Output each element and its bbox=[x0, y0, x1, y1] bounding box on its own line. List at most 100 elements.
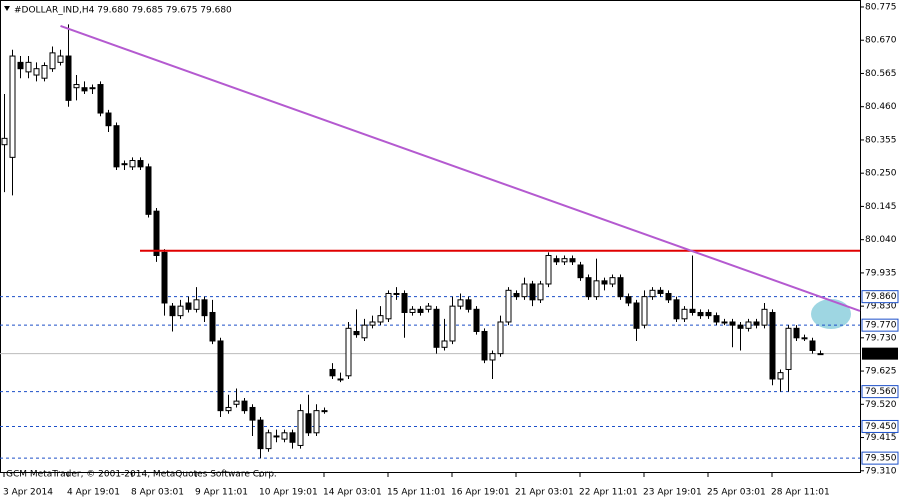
candle-body bbox=[161, 251, 168, 304]
candle-body bbox=[249, 406, 256, 421]
y-tick-label: 80.460 bbox=[865, 102, 897, 112]
candle-body bbox=[689, 308, 696, 313]
candle-body bbox=[225, 406, 232, 412]
candle-body bbox=[537, 283, 544, 301]
candle-body bbox=[145, 166, 152, 215]
candle-body bbox=[545, 254, 552, 285]
level-label: 79.560 bbox=[865, 387, 897, 397]
y-tick-label: 79.310 bbox=[865, 466, 897, 476]
candle-body bbox=[193, 299, 200, 310]
candle-body bbox=[553, 258, 560, 263]
candle-body bbox=[577, 264, 584, 279]
candle-body bbox=[737, 324, 744, 329]
x-tick-label: 3 Apr 2014 bbox=[3, 488, 53, 498]
candle-body bbox=[593, 280, 600, 298]
candle-body bbox=[73, 84, 80, 89]
candle-body bbox=[609, 277, 616, 285]
candle-body bbox=[129, 160, 136, 168]
candle-body bbox=[273, 435, 280, 438]
candle-body bbox=[417, 308, 424, 313]
candle-body bbox=[777, 372, 784, 380]
candle-body bbox=[177, 305, 184, 317]
y-tick-label: 80.250 bbox=[865, 169, 897, 179]
candle-body bbox=[785, 327, 792, 370]
level-box bbox=[861, 290, 899, 304]
candle-body bbox=[425, 305, 432, 310]
candle-body bbox=[201, 299, 208, 317]
candle-body bbox=[329, 368, 336, 377]
candle-body bbox=[265, 432, 272, 450]
candle-body bbox=[409, 308, 416, 313]
candle-body bbox=[705, 311, 712, 317]
candle-body bbox=[137, 160, 144, 168]
candle-body bbox=[745, 321, 752, 329]
y-tick-label: 79.520 bbox=[865, 400, 897, 410]
candle-body bbox=[801, 337, 808, 340]
y-tick-label: 80.775 bbox=[865, 2, 897, 12]
candle-body bbox=[729, 321, 736, 326]
candle-body bbox=[441, 340, 448, 348]
candle-body bbox=[505, 289, 512, 323]
candle-body bbox=[345, 327, 352, 377]
x-tick-label: 10 Apr 19:01 bbox=[259, 488, 318, 498]
candle-body bbox=[481, 330, 488, 361]
candle-body bbox=[113, 125, 120, 168]
candle-body bbox=[697, 311, 704, 317]
candle-body bbox=[665, 292, 672, 301]
candle-body bbox=[105, 112, 112, 127]
x-tick-label: 8 Apr 03:01 bbox=[131, 488, 184, 498]
level-box bbox=[861, 419, 899, 433]
candle-body bbox=[33, 68, 40, 76]
y-tick-label: 79.625 bbox=[865, 367, 897, 377]
candle-body bbox=[457, 299, 464, 307]
y-tick-label: 80.040 bbox=[865, 235, 897, 245]
x-tick-label: 22 Apr 11:01 bbox=[579, 488, 638, 498]
candle-body bbox=[513, 292, 520, 298]
x-tick-label: 23 Apr 19:01 bbox=[643, 488, 702, 498]
highlight bbox=[811, 299, 851, 329]
level-label: 79.860 bbox=[865, 292, 897, 302]
candle-body bbox=[297, 410, 304, 446]
candle-body bbox=[361, 324, 368, 339]
candle-body bbox=[41, 65, 48, 79]
candle-body bbox=[65, 55, 72, 101]
candle-body bbox=[153, 210, 160, 256]
bid-label: 79.680 bbox=[865, 349, 897, 359]
candle-body bbox=[1, 137, 8, 146]
candle-body bbox=[25, 61, 32, 73]
candle-body bbox=[681, 308, 688, 320]
candle-body bbox=[449, 305, 456, 342]
candle-body bbox=[633, 302, 640, 329]
candle-body bbox=[657, 289, 664, 294]
candle-body bbox=[9, 55, 16, 158]
candle-body bbox=[625, 296, 632, 304]
level-label: 79.770 bbox=[865, 321, 897, 331]
x-tick-label: 4 Apr 19:01 bbox=[67, 488, 120, 498]
y-tick-label: 80.670 bbox=[865, 36, 897, 46]
candle-body bbox=[209, 311, 216, 342]
level-label: 79.350 bbox=[865, 454, 897, 464]
candle-body bbox=[17, 61, 24, 70]
candle-body bbox=[585, 277, 592, 298]
candle-body bbox=[649, 289, 656, 298]
x-tick-label: 15 Apr 11:01 bbox=[387, 488, 446, 498]
candle-body bbox=[569, 258, 576, 263]
candle-body bbox=[465, 299, 472, 310]
candle-body bbox=[57, 55, 64, 63]
candle-body bbox=[401, 292, 408, 313]
candle-body bbox=[89, 87, 96, 90]
y-tick-label: 79.830 bbox=[865, 302, 897, 312]
candle-body bbox=[257, 419, 264, 450]
bid-box bbox=[862, 347, 898, 360]
candle-body bbox=[673, 299, 680, 320]
plot-frame bbox=[0, 0, 861, 473]
candle-body bbox=[185, 302, 192, 310]
candle-body bbox=[377, 315, 384, 323]
candle-body bbox=[169, 305, 176, 317]
candle-body bbox=[817, 353, 824, 356]
candle-body bbox=[793, 327, 800, 339]
candle-body bbox=[353, 330, 360, 336]
y-tick-label: 79.935 bbox=[865, 268, 897, 278]
candle-body bbox=[769, 311, 776, 380]
candle-body bbox=[305, 413, 312, 434]
